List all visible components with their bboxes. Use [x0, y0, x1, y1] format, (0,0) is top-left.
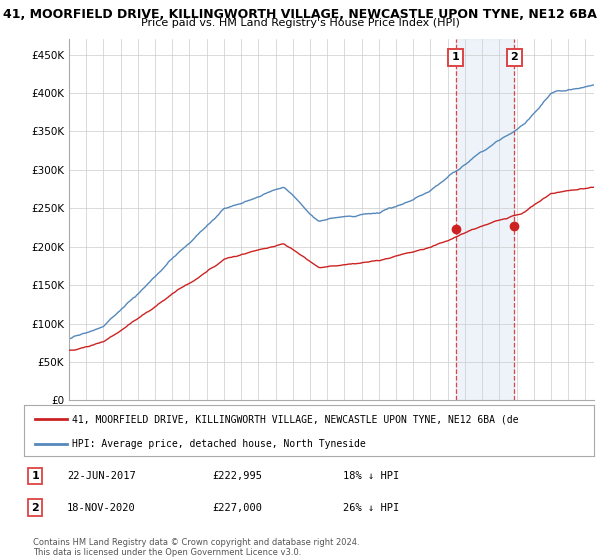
Text: 22-JUN-2017: 22-JUN-2017 [67, 472, 136, 481]
Text: 1: 1 [32, 472, 39, 481]
Text: 18-NOV-2020: 18-NOV-2020 [67, 502, 136, 512]
Bar [455, 39, 514, 400]
Text: Contains HM Land Registry data © Crown copyright and database right 2024.
This d: Contains HM Land Registry data © Crown c… [32, 538, 359, 557]
Text: 2: 2 [32, 502, 39, 512]
Text: £222,995: £222,995 [212, 472, 262, 481]
Text: 18% ↓ HPI: 18% ↓ HPI [343, 472, 400, 481]
Text: 41, MOORFIELD DRIVE, KILLINGWORTH VILLAGE, NEWCASTLE UPON TYNE, NE12 6BA (de: 41, MOORFIELD DRIVE, KILLINGWORTH VILLAG… [73, 414, 519, 424]
Text: 41, MOORFIELD DRIVE, KILLINGWORTH VILLAGE, NEWCASTLE UPON TYNE, NE12 6BA: 41, MOORFIELD DRIVE, KILLINGWORTH VILLAG… [3, 8, 597, 21]
Text: HPI: Average price, detached house, North Tyneside: HPI: Average price, detached house, Nort… [73, 439, 366, 449]
Text: 1: 1 [452, 52, 460, 62]
Text: £227,000: £227,000 [212, 502, 262, 512]
Text: Price paid vs. HM Land Registry's House Price Index (HPI): Price paid vs. HM Land Registry's House … [140, 18, 460, 29]
Text: 2: 2 [511, 52, 518, 62]
Text: 26% ↓ HPI: 26% ↓ HPI [343, 502, 400, 512]
